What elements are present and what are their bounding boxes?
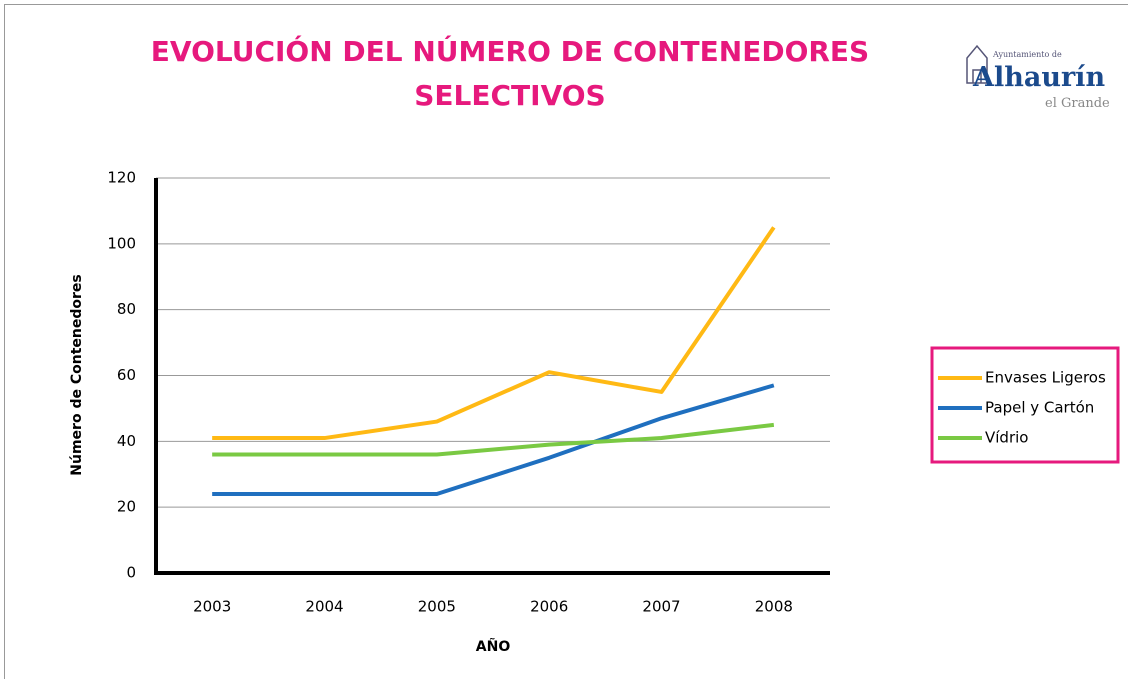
x-tick-label: 2004 bbox=[305, 598, 343, 616]
y-tick-label: 40 bbox=[117, 432, 136, 450]
y-tick-label: 100 bbox=[107, 234, 136, 252]
y-tick-label: 120 bbox=[107, 169, 136, 187]
x-tick-label: 2005 bbox=[418, 598, 456, 616]
legend-label: Papel y Cartón bbox=[985, 399, 1094, 417]
logo: Ayuntamiento de Alhaurín el Grande bbox=[955, 38, 1125, 118]
data-line bbox=[212, 226, 776, 441]
logo-name: Alhaurín bbox=[973, 62, 1106, 93]
x-tick-label: 2007 bbox=[642, 598, 680, 616]
x-tick-label: 2006 bbox=[530, 598, 568, 616]
legend-box bbox=[930, 346, 1120, 464]
y-tick-label: 80 bbox=[117, 300, 136, 318]
y-tick-label: 60 bbox=[117, 366, 136, 384]
x-tick-label: 2008 bbox=[755, 598, 793, 616]
data-line bbox=[212, 422, 775, 457]
data-line bbox=[212, 383, 775, 496]
y-axis-label: Número de Contenedores bbox=[69, 274, 85, 475]
logo-icon bbox=[966, 44, 988, 84]
y-tick-label: 0 bbox=[126, 564, 136, 582]
logo-bottom: el Grande bbox=[1045, 96, 1110, 111]
logo-top: Ayuntamiento de bbox=[993, 50, 1062, 59]
legend-label: Envases Ligeros bbox=[985, 369, 1106, 387]
x-axis-label: AÑO bbox=[476, 638, 511, 655]
y-tick-label: 20 bbox=[117, 498, 136, 516]
x-tick-label: 2003 bbox=[193, 598, 231, 616]
legend-label: Vídrio bbox=[985, 429, 1028, 447]
chart-title: EVOLUCIÓN DEL NÚMERO DE CONTENEDORES SEL… bbox=[150, 35, 870, 112]
frame bbox=[4, 4, 1128, 679]
